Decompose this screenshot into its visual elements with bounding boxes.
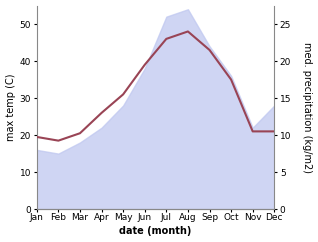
X-axis label: date (month): date (month) [119,227,192,236]
Y-axis label: med. precipitation (kg/m2): med. precipitation (kg/m2) [302,42,313,173]
Y-axis label: max temp (C): max temp (C) [5,74,16,141]
